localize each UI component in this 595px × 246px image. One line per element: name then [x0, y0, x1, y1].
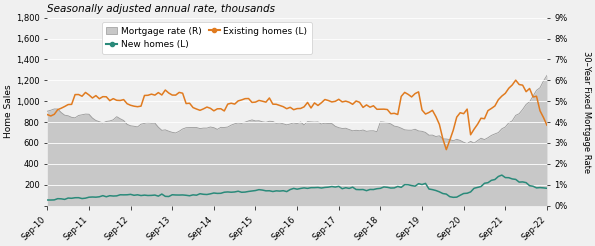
Y-axis label: 30–Year Fixed Mortgage Rate: 30–Year Fixed Mortgage Rate [582, 51, 591, 173]
Y-axis label: Home Sales: Home Sales [4, 85, 13, 138]
Text: Seasonally adjusted annual rate, thousands: Seasonally adjusted annual rate, thousan… [48, 4, 275, 14]
Legend: Mortgage rate (R), New homes (L), Existing homes (L): Mortgage rate (R), New homes (L), Existi… [102, 22, 312, 54]
